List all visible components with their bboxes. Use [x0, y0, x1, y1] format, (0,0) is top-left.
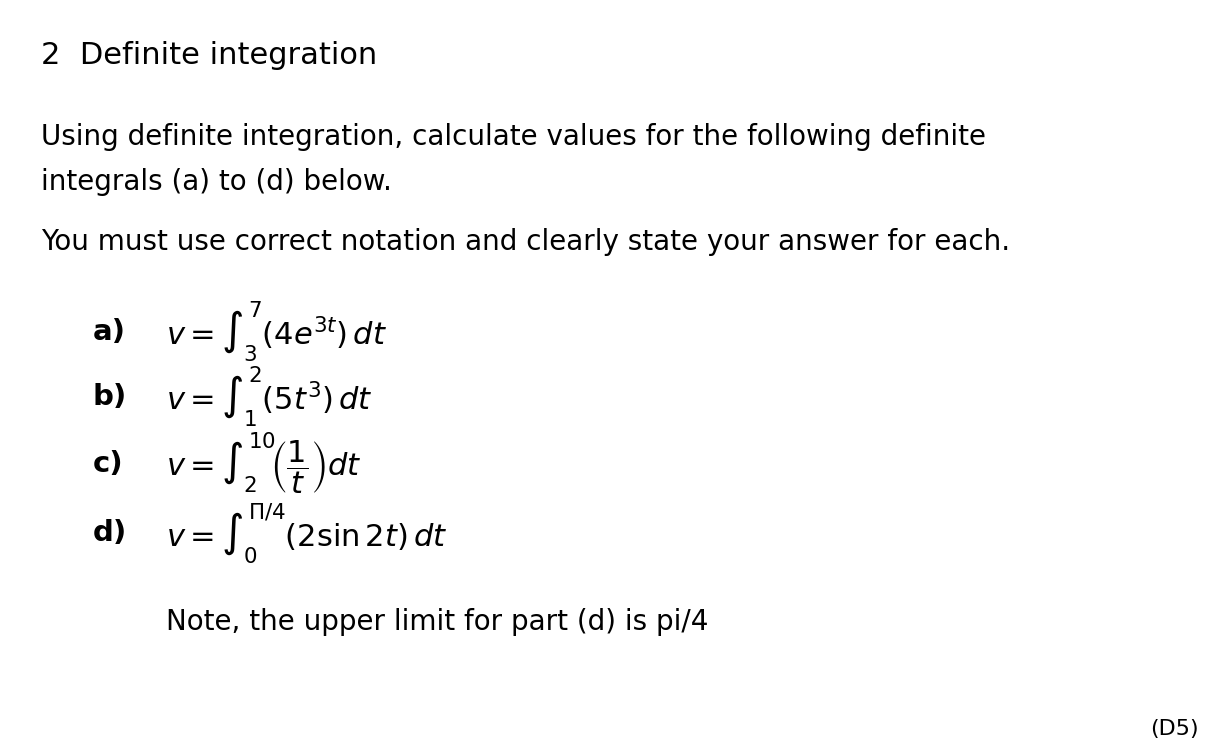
Text: Note, the upper limit for part (d) is pi/4: Note, the upper limit for part (d) is pi…	[166, 608, 708, 636]
Text: integrals (a) to (d) below.: integrals (a) to (d) below.	[41, 168, 391, 196]
Text: $v = \int_1^2(5t^3)\,dt$: $v = \int_1^2(5t^3)\,dt$	[166, 365, 373, 429]
Text: $v = \int_0^{\Pi/4}(2\sin 2t)\,dt$: $v = \int_0^{\Pi/4}(2\sin 2t)\,dt$	[166, 501, 448, 565]
Text: (D5): (D5)	[1150, 718, 1199, 739]
Text: d): d)	[92, 519, 127, 548]
Text: 2  Definite integration: 2 Definite integration	[41, 41, 376, 70]
Text: Using definite integration, calculate values for the following definite: Using definite integration, calculate va…	[41, 123, 985, 151]
Text: You must use correct notation and clearly state your answer for each.: You must use correct notation and clearl…	[41, 228, 1010, 256]
Text: b): b)	[92, 383, 127, 411]
Text: c): c)	[92, 450, 123, 478]
Text: $v = \int_3^7(4e^{3t})\,dt$: $v = \int_3^7(4e^{3t})\,dt$	[166, 300, 387, 364]
Text: a): a)	[92, 318, 125, 346]
Text: $v = \int_2^{10}\!\left(\dfrac{1}{t}\right)dt$: $v = \int_2^{10}\!\left(\dfrac{1}{t}\rig…	[166, 431, 362, 497]
